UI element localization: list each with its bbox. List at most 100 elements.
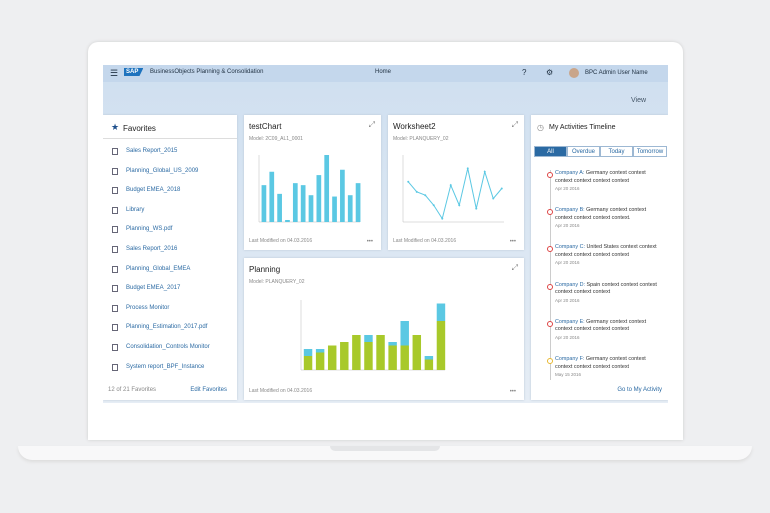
menu-button[interactable]: ☰ <box>110 68 119 78</box>
bar-segment <box>388 345 397 370</box>
chart-model: Model: 2C09_AL1_0001 <box>249 136 303 142</box>
item-icon <box>112 285 118 293</box>
bar <box>269 171 275 222</box>
status-icon <box>547 358 553 364</box>
status-icon <box>547 209 553 216</box>
point <box>466 167 469 170</box>
company[interactable]: Company B: <box>555 207 585 214</box>
favorite-item[interactable]: Planning_Global_US_2009 <box>126 167 199 174</box>
bar-segment <box>303 356 313 370</box>
item-icon <box>112 148 118 155</box>
tab[interactable]: All <box>534 146 567 157</box>
expand-button[interactable]: ⤢ <box>511 263 518 272</box>
bar-segment <box>315 352 325 370</box>
chart-title: testChart <box>249 122 282 131</box>
activity-text: United States context context context co… <box>555 244 657 258</box>
item-icon <box>112 265 118 273</box>
company[interactable]: Company F: <box>555 356 585 362</box>
favorite-item[interactable]: Budget EMEA_2017 <box>126 285 181 292</box>
activity-text: Germany context context context context … <box>555 207 647 221</box>
nav-home[interactable]: Home <box>375 69 392 75</box>
activity-date: May 15 2016 <box>555 372 582 377</box>
user-name[interactable]: BPC Admin User Name <box>585 70 648 76</box>
favorite-item[interactable]: Planning_Global_EMEA <box>126 265 191 272</box>
bar-segment <box>364 335 373 342</box>
line <box>407 168 503 220</box>
chart-panel: testChart Model: 2C09_AL1_0001 Last Modifi… <box>244 115 381 250</box>
bar <box>332 196 337 222</box>
company[interactable]: Company C: <box>555 244 585 251</box>
activity-text: Germany context context context context … <box>555 318 647 333</box>
activity: Company E: Germany context context conte… <box>555 319 659 342</box>
favorite-item[interactable]: Consolidation_Controls Monitor <box>126 344 210 350</box>
item-icon <box>112 167 118 175</box>
chart <box>258 155 361 223</box>
bar <box>340 169 345 222</box>
point <box>492 197 495 200</box>
activity-text: Germany context context context context … <box>555 356 646 370</box>
chart-title: Planning <box>249 265 281 274</box>
tab[interactable]: Today <box>600 146 633 157</box>
bar <box>347 195 353 222</box>
favorites-panel: ★ Favorites 12 of 21 Favorites Edit Favo… <box>103 115 237 400</box>
bar-segment <box>388 342 397 346</box>
activity-date: Apr 20 2016 <box>555 297 580 303</box>
chart-panel: Planning Model: PLANQUERY_02 Last Modified… <box>244 258 524 400</box>
favorite-item[interactable]: System report_BPF_Instance <box>126 363 205 370</box>
bar-segment <box>424 356 434 360</box>
favorite-item[interactable]: Planning_WS.pdf <box>126 226 173 233</box>
item-icon <box>112 206 118 214</box>
bar <box>308 195 314 222</box>
avatar <box>569 68 579 78</box>
favorite-item[interactable]: Library <box>126 206 145 213</box>
item-icon <box>112 344 118 351</box>
expand-button[interactable]: ⤢ <box>368 120 375 129</box>
point <box>449 184 452 187</box>
chart-modified: Last Modified on 04.03.2016 <box>393 238 457 244</box>
tab[interactable]: Overdue <box>567 146 600 157</box>
favorite-item[interactable]: Planning_Estimation_2017.pdf <box>126 324 208 331</box>
activity: Company F: Germany context context conte… <box>555 356 659 379</box>
expand-button[interactable]: ⤢ <box>511 120 518 129</box>
bar-segment <box>436 321 446 370</box>
point <box>432 204 435 207</box>
bar <box>355 183 361 222</box>
chart-panel: Worksheet2 Model: PLANQUERY_02 Last Modifi… <box>388 115 524 250</box>
favorites-count: 12 of 21 Favorites <box>108 387 157 393</box>
bar <box>324 155 330 222</box>
company[interactable]: Company E: <box>555 318 585 325</box>
activity-date: Apr 20 2016 <box>555 260 580 266</box>
activity-link[interactable]: Go to My Activity <box>617 387 662 393</box>
edit-favorites[interactable]: Edit Favorites <box>190 387 227 393</box>
favorite-item[interactable]: Sales Report_2016 <box>126 246 178 252</box>
activity: Company A: Germany context context conte… <box>555 170 659 193</box>
more-button[interactable]: ••• <box>509 239 516 245</box>
bar-segment <box>376 335 385 370</box>
laptop-base <box>18 446 752 460</box>
chart-model: Model: PLANQUERY_02 <box>249 279 305 285</box>
settings-icon[interactable]: ⚙ <box>546 68 554 77</box>
favorite-item[interactable]: Sales Report_2015 <box>126 148 178 154</box>
help-icon[interactable]: ? <box>522 68 527 77</box>
more-button[interactable]: ••• <box>509 389 516 395</box>
bar <box>300 185 306 222</box>
view-menu[interactable]: View <box>631 97 647 104</box>
point <box>424 194 427 197</box>
point <box>483 170 486 173</box>
chart <box>300 300 446 371</box>
header: ☰ SAP BusinessObjects Planning & Consoli… <box>103 65 668 82</box>
tab[interactable]: Tomorrow <box>633 146 667 157</box>
chart-model: Model: PLANQUERY_02 <box>393 136 449 142</box>
logo: SAP <box>124 68 144 76</box>
company[interactable]: Company D: <box>555 281 585 288</box>
more-button[interactable]: ••• <box>366 239 373 245</box>
activity-text: Spain context context context context co… <box>555 281 657 296</box>
activity: Company B: Germany context context conte… <box>555 207 659 230</box>
company[interactable]: Company A: <box>555 170 585 176</box>
item-icon <box>112 246 118 253</box>
favorite-item[interactable]: Budget EMEA_2018 <box>126 187 181 194</box>
activity-text: Germany context context context context … <box>555 170 646 184</box>
bar-segment <box>364 342 373 370</box>
favorite-item[interactable]: Process Monitor <box>126 304 170 311</box>
